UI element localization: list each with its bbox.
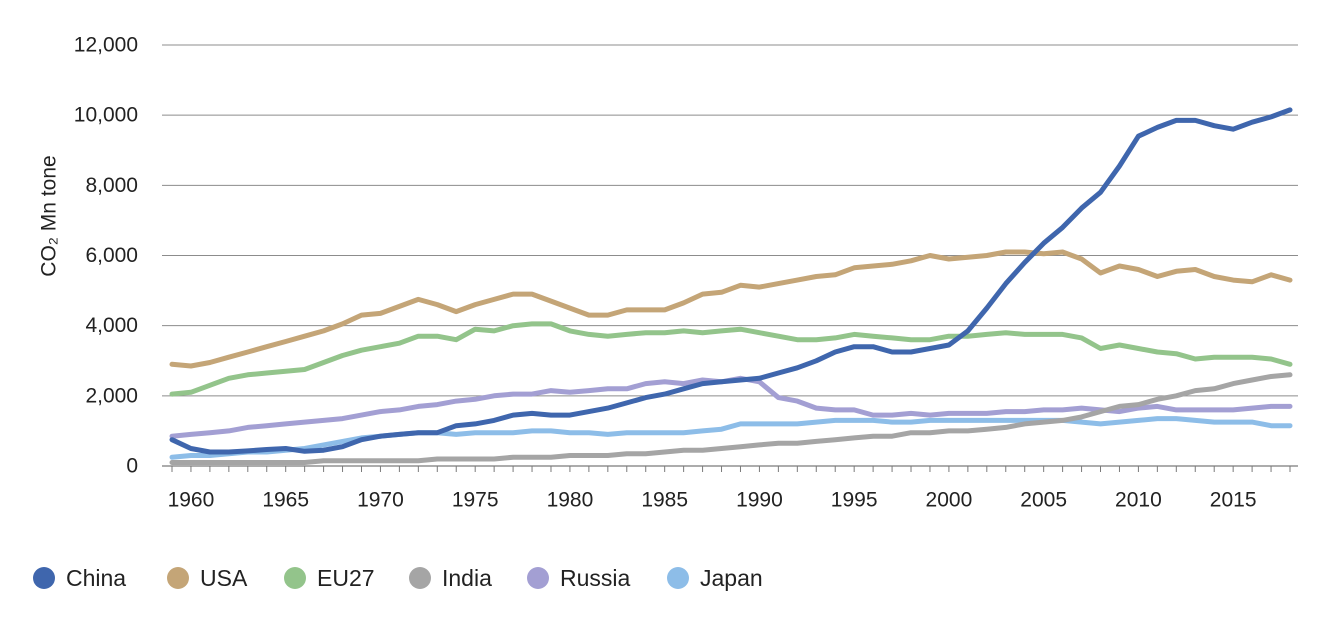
legend-label: China [66,565,126,591]
y-tick-label: 8,000 [85,174,138,197]
x-tick-label: 2005 [1020,489,1067,512]
legend-swatch [409,567,431,589]
legend-item-usa: USA [167,565,248,591]
series-line-eu27 [169,321,1293,397]
x-tick-label: 2015 [1210,489,1257,512]
x-axis-tick-labels: 1960 1965 1970 1975 1980 1985 1990 1995 2000 2005… [168,489,1257,512]
y-tick-label: 12,000 [74,34,138,57]
y-tick-label: 0 [126,455,138,478]
x-axis [162,465,1298,472]
legend-label: EU27 [317,565,375,591]
legend-swatch [667,567,689,589]
y-axis-title: CO₂ Mn tone [38,155,61,276]
legend-item-china: China [33,565,126,591]
series-line-india [169,372,1293,465]
legend-label: Russia [560,565,631,591]
x-tick-label: 1970 [357,489,404,512]
series-lines [169,107,1293,465]
series-line-japan [169,416,1293,460]
x-tick-label: 1990 [736,489,783,512]
y-tick-label: 10,000 [74,104,138,127]
legend: China USA EU27 India Russia Japan [33,565,763,591]
legend-swatch [33,567,55,589]
y-axis-tick-labels: 0 2,000 4,000 6,000 8,000 10,000 12,000 [74,34,138,478]
x-tick-label: 1980 [547,489,594,512]
x-tick-label: 1975 [452,489,499,512]
legend-swatch [167,567,189,589]
legend-item-japan: Japan [667,565,763,591]
y-tick-label: 6,000 [85,244,138,267]
series-line-china [169,107,1293,455]
legend-label: USA [200,565,248,591]
x-tick-label: 1960 [168,489,215,512]
legend-swatch [284,567,306,589]
y-tick-label: 2,000 [85,384,138,407]
x-tick-label: 2000 [926,489,973,512]
legend-label: Japan [700,565,763,591]
legend-item-russia: Russia [527,565,631,591]
legend-swatch [527,567,549,589]
x-tick-label: 2010 [1115,489,1162,512]
x-tick-label: 1995 [831,489,878,512]
x-tick-label: 1965 [262,489,309,512]
legend-label: India [442,565,492,591]
gridlines [162,44,1298,397]
series-line-usa [169,249,1293,369]
legend-item-india: India [409,565,492,591]
legend-item-eu27: EU27 [284,565,375,591]
y-tick-label: 4,000 [85,314,138,337]
x-tick-label: 1985 [641,489,688,512]
